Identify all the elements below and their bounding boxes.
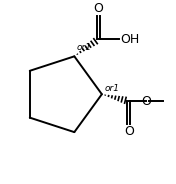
Text: or1: or1 [105, 84, 120, 93]
Text: O: O [94, 2, 103, 15]
Text: O: O [141, 95, 151, 108]
Text: OH: OH [120, 33, 139, 45]
Text: or1: or1 [77, 43, 92, 52]
Text: O: O [124, 125, 134, 138]
